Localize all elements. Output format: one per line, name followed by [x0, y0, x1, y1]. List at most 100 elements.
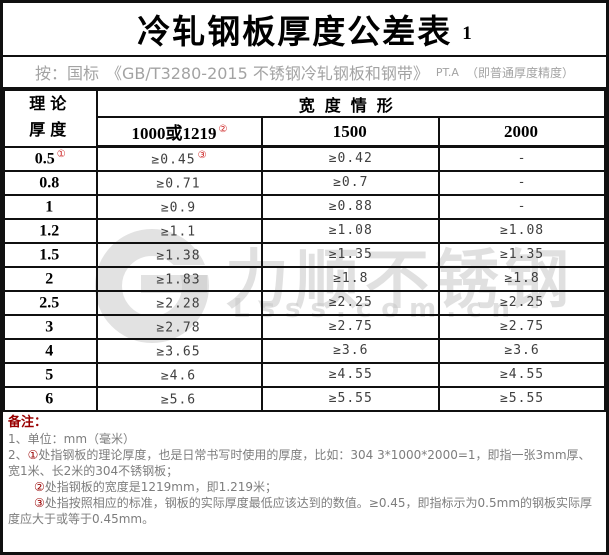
tolerance-cell: ≥0.45 ③ [95, 145, 264, 172]
thickness-cell: 1 [3, 193, 98, 220]
tolerance-cell: ≥3.6 [261, 337, 441, 364]
tolerance-value: ≥0.42 [328, 151, 373, 167]
tolerance-cell: ≥2.25 [438, 289, 606, 316]
tolerance-cell: ≥2.78 [95, 313, 264, 340]
width-column-label: 2000 [504, 121, 539, 141]
subtitle-standard: 《GB/T3280-2015 不锈钢冷轧钢板和钢带》 [106, 64, 429, 83]
tolerance-value: ≥2.75 [328, 319, 373, 334]
tolerance-cell: ≥1.8 [261, 265, 441, 292]
note-line-1: 1、单位：mm（毫米） [8, 431, 601, 447]
tolerance-value: ≥2.25 [328, 295, 373, 310]
tolerance-value: ≥4.55 [328, 367, 373, 382]
subtitle-grade-note: （即普通厚度精度） [465, 65, 574, 80]
page-title: 冷轧钢板厚度公差表 [137, 15, 453, 51]
tolerance-table: 理论 厚度 宽度情形 1000或1219 ② 1500 2000 0.5 ① ≥0.… [3, 89, 606, 412]
tolerance-cell: ≥1.38 [95, 241, 264, 268]
thickness-header-line2: 厚度 [29, 122, 72, 140]
tolerance-cell: ≥2.75 [438, 313, 606, 340]
table-row: 1.5 ≥1.38 ≥1.35 ≥1.35 [3, 241, 606, 268]
table-row: 3 ≥2.78 ≥2.75 ≥2.75 [3, 313, 606, 340]
thickness-value: 4 [45, 342, 54, 360]
thickness-cell: 2.5 [3, 289, 98, 316]
thickness-cell: 2 [3, 265, 98, 292]
tolerance-cell: ≥0.42 [261, 145, 441, 172]
thickness-value: 1.2 [39, 222, 60, 240]
thickness-cell: 5 [3, 361, 98, 388]
tolerance-cell: ≥4.55 [261, 361, 441, 388]
tolerance-value: ≥0.45 [151, 152, 196, 168]
table-row: 0.5 ① ≥0.45 ③ ≥0.42 - [3, 145, 606, 172]
tolerance-cell: ≥4.55 [438, 361, 606, 388]
tolerance-value: ≥1.83 [156, 272, 201, 288]
tolerance-cell: ≥5.55 [438, 385, 606, 412]
tolerance-value: ≥2.78 [156, 320, 201, 336]
width-column-header: 2000 [438, 116, 606, 148]
tolerance-value: ≥2.28 [156, 296, 201, 312]
table-row: 4 ≥3.65 ≥3.6 ≥3.6 [3, 337, 606, 364]
subtitle-bar: 按：国标 《GB/T3280-2015 不锈钢冷轧钢板和钢带》 PT.A （即普… [3, 57, 606, 89]
note-text: 1、单位：mm（毫米） [8, 431, 136, 446]
width-column-label: 1000或1219 [131, 124, 217, 143]
tolerance-value: ≥2.25 [499, 295, 545, 310]
footnote-marker: ② [218, 124, 228, 136]
note-text: 处指钢板的宽度是1219mm，即1.219米； [44, 479, 278, 494]
tolerance-cell: ≥1.35 [438, 241, 606, 268]
tolerance-cell: ≥1.35 [261, 241, 441, 268]
thickness-value: 0.5 [34, 150, 55, 168]
tolerance-value: ≥3.65 [156, 344, 201, 360]
subtitle-grade: PT.A [435, 65, 459, 79]
tolerance-cell: ≥1.83 [95, 265, 264, 292]
footnote-marker: ③ [197, 150, 208, 162]
thickness-cell: 6 [3, 385, 98, 412]
tolerance-cell: ≥0.71 [95, 169, 264, 196]
tolerance-value: - [517, 175, 527, 190]
thickness-header-line1: 理论 [29, 96, 72, 114]
tolerance-cell: ≥3.65 [95, 337, 264, 364]
table-row: 2 ≥1.83 ≥1.8 ≥1.8 [3, 265, 606, 292]
tolerance-value: ≥1.08 [328, 223, 373, 238]
tolerance-value: ≥0.7 [333, 175, 369, 190]
tolerance-cell: ≥5.55 [261, 385, 441, 412]
thickness-column-header: 理论 厚度 [3, 89, 98, 148]
thickness-value: 2 [45, 270, 54, 288]
tolerance-cell: ≥1.08 [438, 217, 606, 244]
thickness-cell: 4 [3, 337, 98, 364]
tolerance-value: ≥1.08 [499, 223, 545, 238]
note-text: 处指按照相应的标准，钢板的实际厚度最低应该达到的数值。≥0.45，即指标示为0.… [8, 495, 593, 526]
tolerance-value: ≥1.38 [156, 248, 201, 264]
tolerance-value: ≥1.35 [328, 247, 373, 262]
tolerance-value: ≥5.55 [499, 391, 545, 406]
thickness-cell: 1.2 [3, 217, 98, 244]
tolerance-value: ≥2.75 [499, 319, 545, 334]
thickness-value: 6 [45, 390, 54, 408]
thickness-value: 2.5 [39, 294, 60, 312]
tolerance-cell: ≥0.7 [261, 169, 441, 196]
tolerance-cell: ≥2.28 [95, 289, 264, 316]
tolerance-cell: ≥0.88 [261, 193, 441, 220]
tolerance-value: ≥0.71 [156, 176, 201, 192]
thickness-value: 1 [45, 198, 54, 216]
width-group-header: 宽度情形 [95, 89, 606, 118]
title-bar: 冷轧钢板厚度公差表 1 [3, 3, 606, 57]
tolerance-value: ≥1.8 [333, 271, 369, 286]
page-title-number: 1 [462, 23, 472, 44]
notes-heading: 备注： [8, 414, 48, 430]
tolerance-cell: ≥3.6 [438, 337, 606, 364]
width-column-header: 1000或1219 ② [95, 116, 264, 148]
tolerance-value: ≥3.6 [504, 343, 540, 358]
thickness-cell: 1.5 [3, 241, 98, 268]
table-row: 5 ≥4.6 ≥4.55 ≥4.55 [3, 361, 606, 388]
table-row: 1.2 ≥1.1 ≥1.08 ≥1.08 [3, 217, 606, 244]
header-row-widths: 1000或1219 ② 1500 2000 [4, 116, 606, 148]
table-row: 1 ≥0.9 ≥0.88 - [3, 193, 606, 220]
tolerance-value: ≥4.6 [160, 368, 197, 384]
note-line-2: 2、①处指钢板的理论厚度，也是日常书写时使用的厚度，比如：304 3*1000*… [8, 447, 601, 479]
tolerance-value: ≥1.1 [160, 224, 197, 240]
thickness-cell: 3 [3, 313, 98, 340]
table-row: 2.5 ≥2.28 ≥2.25 ≥2.25 [3, 289, 606, 316]
note-text: 处指钢板的理论厚度，也是日常书写时使用的厚度，比如：304 3*1000*200… [8, 447, 591, 478]
tolerance-cell: ≥0.9 [95, 193, 264, 220]
tolerance-cell: ≥1.1 [95, 217, 264, 244]
notes-section: 备注： 1、单位：mm（毫米） 2、①处指钢板的理论厚度，也是日常书写时使用的厚… [3, 412, 606, 527]
